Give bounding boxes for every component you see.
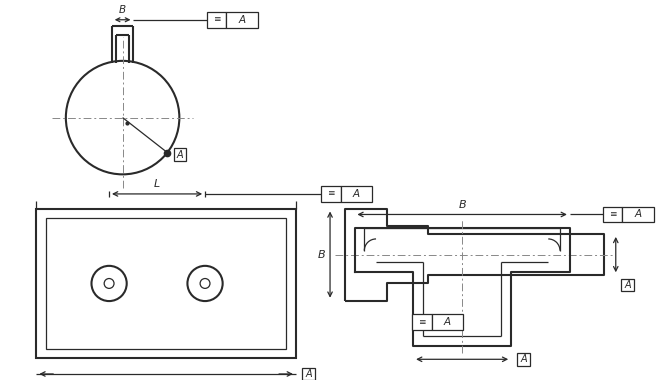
Bar — [622, 207, 654, 222]
Bar — [603, 207, 622, 222]
Text: ≡: ≡ — [609, 210, 616, 219]
Text: ≡: ≡ — [212, 15, 220, 24]
Bar — [174, 148, 187, 161]
Text: A: A — [444, 317, 451, 327]
Text: B: B — [119, 5, 126, 15]
Text: B: B — [317, 250, 325, 260]
Text: L: L — [154, 179, 160, 189]
Bar — [226, 12, 258, 28]
Text: B: B — [458, 200, 466, 210]
Bar — [517, 353, 530, 366]
Bar — [46, 218, 286, 349]
Bar — [321, 186, 341, 202]
Text: A: A — [353, 189, 360, 199]
Text: A: A — [238, 15, 246, 25]
Bar — [432, 314, 463, 330]
Text: A: A — [635, 210, 641, 219]
Text: A: A — [305, 369, 312, 379]
Text: ≡: ≡ — [327, 190, 335, 198]
Bar — [341, 186, 372, 202]
Bar — [302, 368, 315, 380]
Bar — [412, 314, 432, 330]
Text: A: A — [521, 354, 527, 364]
Bar — [207, 12, 226, 28]
Bar — [621, 278, 634, 291]
Text: A: A — [624, 280, 631, 290]
Text: ≡: ≡ — [418, 318, 426, 327]
Text: A: A — [177, 149, 183, 159]
Bar — [37, 209, 295, 358]
